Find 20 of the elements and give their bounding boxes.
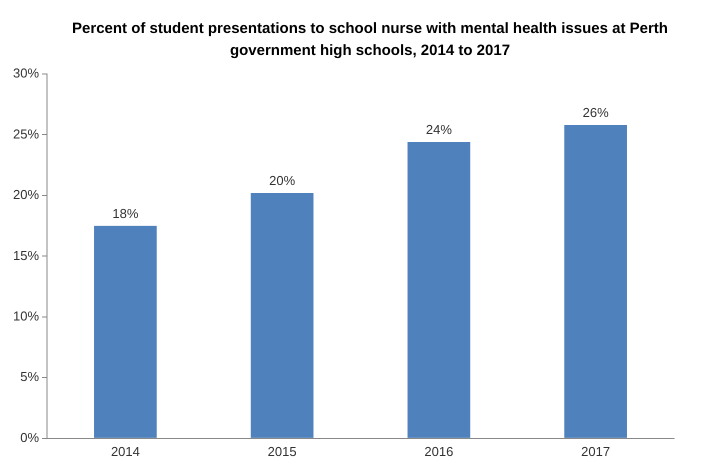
data-label: 18% [112, 206, 139, 221]
bar [408, 142, 470, 438]
x-tick-label: 2014 [110, 444, 140, 459]
y-tick-label: 25% [12, 126, 40, 142]
x-tick-label: 2015 [268, 444, 297, 459]
y-tick-label: 5% [20, 369, 40, 384]
bar [564, 125, 627, 438]
y-tick-label: 0% [20, 430, 40, 445]
bar [94, 226, 157, 438]
x-tick-label: 2016 [424, 444, 454, 459]
y-tick-label: 30% [12, 66, 40, 81]
y-tick-label: 20% [12, 187, 40, 202]
chart-title: Percent of student presentations to school nurse with mental health issues at Perth government high schools, 2014 to 2017 [71, 19, 669, 61]
bar [250, 193, 314, 438]
y-tick-label: 10% [12, 308, 40, 324]
data-label: 20% [269, 173, 296, 188]
y-tick-label: 15% [12, 248, 40, 263]
x-tick-label: 2017 [581, 444, 610, 459]
data-label: 24% [426, 122, 452, 138]
data-label: 26% [582, 105, 610, 120]
